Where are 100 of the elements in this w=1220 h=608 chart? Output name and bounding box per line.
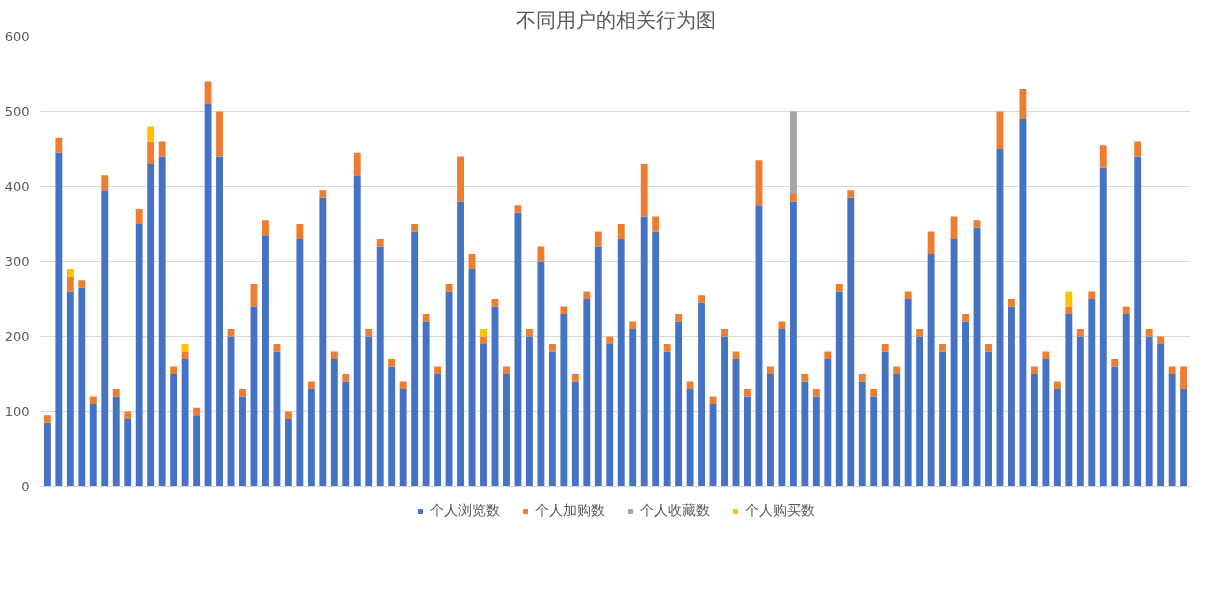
bar <box>158 156 166 487</box>
bar <box>652 216 660 232</box>
bar <box>675 321 683 487</box>
bar <box>503 374 510 487</box>
bar <box>629 321 637 329</box>
bar <box>181 359 189 487</box>
bar <box>617 224 625 239</box>
bar <box>1111 366 1119 487</box>
bar <box>675 314 683 322</box>
bar <box>204 104 212 487</box>
bar <box>560 306 568 314</box>
bar <box>881 351 889 487</box>
bar <box>227 329 235 337</box>
bar <box>78 287 86 487</box>
bar <box>124 411 132 419</box>
bar <box>985 351 992 487</box>
bar <box>170 366 178 374</box>
bar <box>342 381 350 487</box>
bar <box>812 396 820 487</box>
bar <box>353 152 361 176</box>
bar <box>158 141 166 157</box>
y-tick-label: 600 <box>4 29 30 44</box>
bar <box>939 351 947 487</box>
bar <box>135 224 143 487</box>
bar <box>571 374 579 382</box>
bar <box>307 381 315 389</box>
bar <box>652 231 660 487</box>
bar <box>170 374 178 487</box>
bar <box>525 329 533 337</box>
bar <box>239 396 246 487</box>
legend-label: 个人浏览数 <box>430 502 500 520</box>
y-tick-label: 200 <box>4 329 30 344</box>
bar <box>342 374 350 382</box>
y-tick-label: 300 <box>4 254 30 269</box>
bar <box>124 419 132 487</box>
bar <box>1099 145 1107 168</box>
bar <box>1168 374 1176 487</box>
bar <box>376 239 384 247</box>
bar <box>904 291 912 299</box>
bar <box>411 231 419 487</box>
bar <box>698 302 706 487</box>
bar <box>916 329 924 337</box>
bar <box>365 336 373 487</box>
bar <box>744 396 751 487</box>
bar <box>112 389 120 397</box>
bar <box>330 351 338 359</box>
bar <box>399 389 407 487</box>
bar <box>1042 359 1050 487</box>
bar <box>927 254 935 487</box>
legend-label: 个人加购数 <box>535 502 605 520</box>
bar <box>1065 314 1073 487</box>
bar <box>353 175 361 487</box>
bar <box>606 344 614 487</box>
y-tick-label: 500 <box>4 104 30 119</box>
bar <box>480 344 487 487</box>
bar <box>767 366 774 374</box>
bar <box>640 164 648 217</box>
bar <box>273 344 281 352</box>
bar <box>1030 374 1038 487</box>
bar <box>1076 336 1084 487</box>
bar <box>1157 344 1165 487</box>
bar <box>399 381 407 389</box>
bar <box>1076 329 1084 337</box>
bar <box>66 291 74 487</box>
bar <box>629 329 637 487</box>
bar <box>789 194 797 202</box>
bar <box>973 220 981 228</box>
bar <box>376 246 384 487</box>
bar <box>950 239 958 487</box>
bar <box>962 314 969 322</box>
bar <box>583 299 591 487</box>
bar <box>950 216 958 239</box>
bar <box>640 216 648 487</box>
bar <box>571 381 579 487</box>
bar <box>525 336 533 487</box>
bar <box>778 321 786 329</box>
bar <box>239 389 246 397</box>
bar <box>767 374 774 487</box>
bar <box>560 314 568 487</box>
bar <box>537 246 545 262</box>
bar <box>181 351 189 359</box>
bar <box>55 152 63 487</box>
bar <box>835 284 843 292</box>
bar <box>55 137 63 153</box>
bar <box>1019 119 1027 487</box>
bar <box>388 359 396 367</box>
bar <box>43 422 51 487</box>
bar <box>870 389 878 397</box>
bar <box>193 407 201 416</box>
bar <box>262 220 269 236</box>
bar <box>43 415 51 423</box>
bar <box>1065 306 1073 314</box>
bar <box>1111 359 1119 367</box>
bar <box>686 381 694 389</box>
bar <box>1122 306 1130 314</box>
bar <box>273 351 281 487</box>
bar <box>445 291 453 487</box>
legend-label: 个人购买数 <box>745 502 815 520</box>
bar <box>296 239 304 487</box>
bar <box>112 396 120 487</box>
